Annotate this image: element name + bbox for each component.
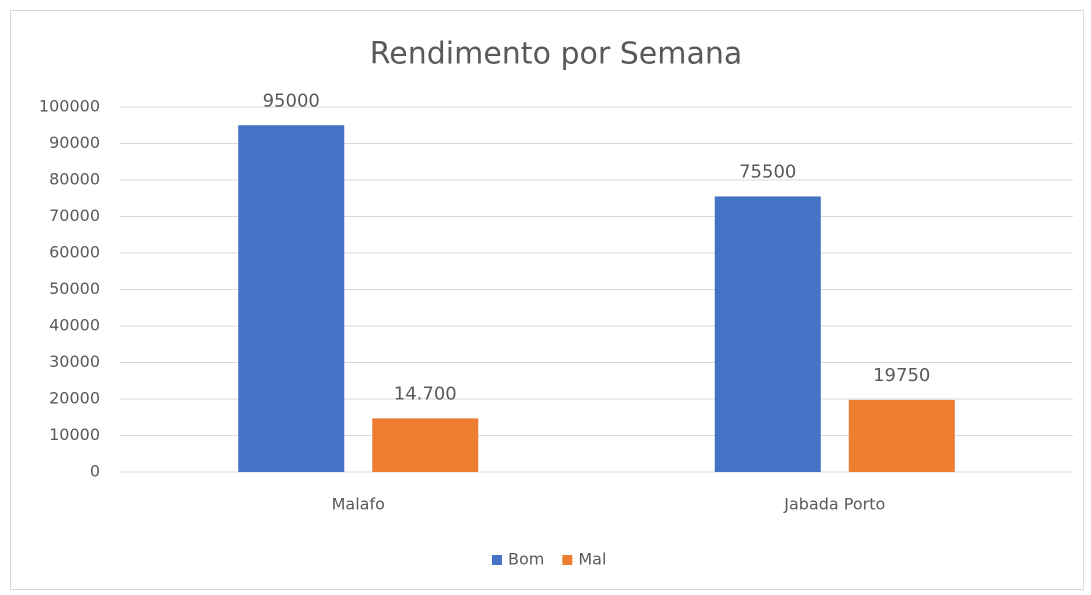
data-label: 95000 bbox=[263, 90, 320, 111]
legend-label: Bom bbox=[508, 550, 544, 569]
x-tick-label: Jabada Porto bbox=[783, 495, 885, 514]
y-tick-label: 70000 bbox=[49, 206, 100, 225]
y-tick-label: 40000 bbox=[49, 316, 100, 335]
data-label: 14.700 bbox=[394, 383, 457, 404]
legend-label: Mal bbox=[578, 550, 606, 569]
legend-swatch bbox=[492, 555, 502, 565]
y-tick-label: 60000 bbox=[49, 243, 100, 262]
y-tick-label: 90000 bbox=[49, 133, 100, 152]
y-tick-label: 30000 bbox=[49, 352, 100, 371]
chart-border bbox=[10, 10, 1084, 590]
legend-swatch bbox=[562, 555, 573, 565]
chart-title: Rendimento por Semana bbox=[370, 37, 742, 72]
bar bbox=[372, 418, 479, 472]
y-tick-label: 20000 bbox=[49, 389, 100, 408]
y-tick-label: 100000 bbox=[39, 97, 100, 116]
x-tick-label: Malafo bbox=[332, 495, 385, 514]
bar bbox=[714, 196, 821, 473]
data-label: 75500 bbox=[739, 161, 796, 182]
y-tick-label: 0 bbox=[90, 462, 100, 481]
y-tick-label: 50000 bbox=[49, 279, 100, 298]
y-tick-label: 10000 bbox=[49, 425, 100, 444]
bar bbox=[848, 399, 955, 472]
data-label: 19750 bbox=[873, 365, 930, 386]
bar bbox=[238, 125, 345, 472]
y-tick-label: 80000 bbox=[49, 170, 100, 189]
